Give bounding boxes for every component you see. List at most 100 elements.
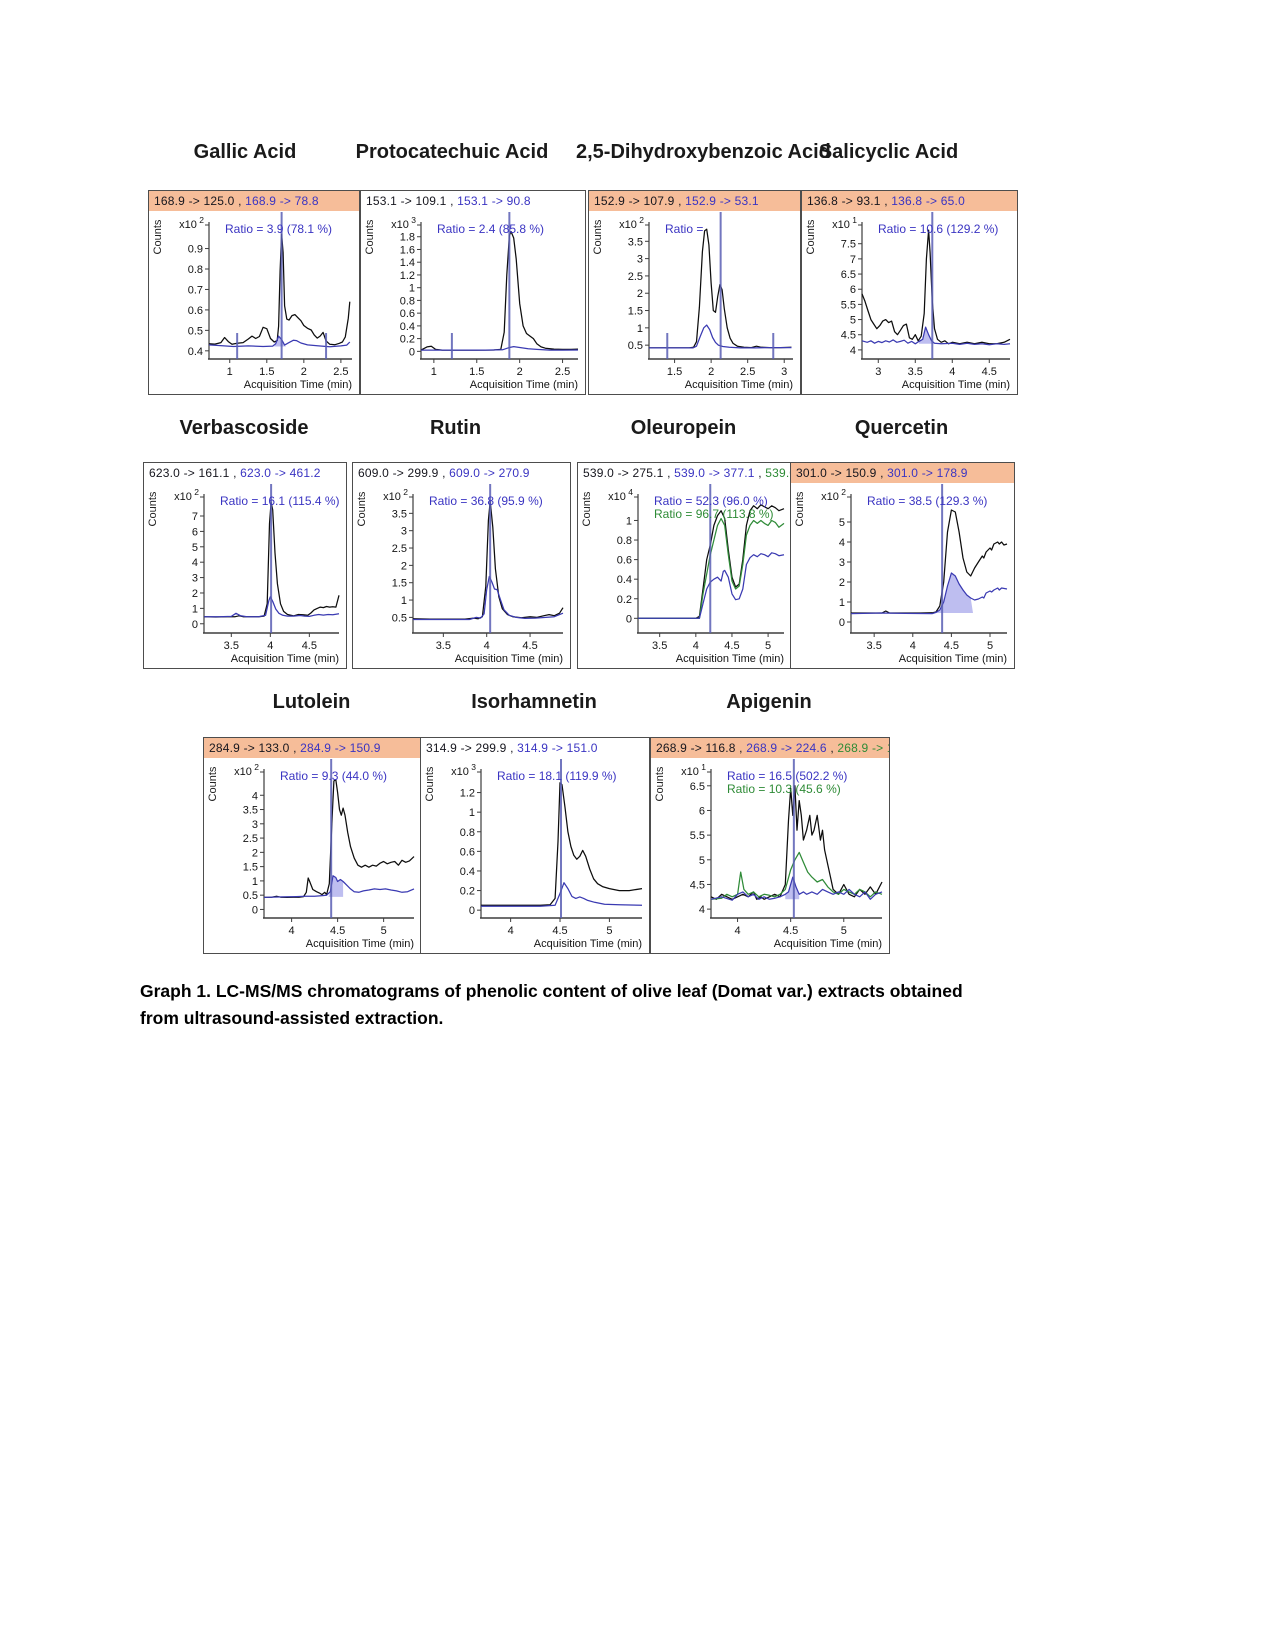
svg-text:7.5: 7.5 — [841, 239, 856, 251]
svg-text:4: 4 — [693, 640, 699, 652]
compound-title-protocatechuic-acid: Protocatechuic Acid — [355, 141, 549, 163]
svg-text:6: 6 — [699, 805, 705, 817]
svg-text:4.5: 4.5 — [724, 640, 739, 652]
svg-text:1.2: 1.2 — [400, 270, 415, 282]
chromatogram-panel-verbascoside: 623.0 -> 161.1 , 623.0 -> 461.2 Counts x10… — [143, 462, 347, 669]
transition-segment: , — [754, 466, 766, 480]
svg-text:5.5: 5.5 — [841, 299, 856, 311]
svg-text:Ratio = 16.5 (502.2 %): Ratio = 16.5 (502.2 %) — [727, 769, 847, 783]
y-axis-title: Counts — [805, 219, 817, 255]
transition-segment: 153.1 -> 90.8 — [457, 194, 531, 208]
svg-text:x10 2: x10 2 — [234, 762, 259, 778]
svg-text:1.8: 1.8 — [400, 232, 415, 244]
svg-text:1.5: 1.5 — [628, 306, 643, 318]
compound-title-lutolein: Lutolein — [272, 691, 351, 713]
svg-text:4.5: 4.5 — [552, 925, 567, 937]
y-axis-title: Counts — [147, 491, 159, 527]
svg-text:Ratio = 18.1 (119.9 %): Ratio = 18.1 (119.9 %) — [497, 769, 617, 783]
figure-caption-line1: Graph 1. LC-MS/MS chromatograms of pheno… — [140, 981, 963, 1001]
svg-text:0.5: 0.5 — [243, 890, 258, 902]
svg-text:0.6: 0.6 — [460, 846, 475, 858]
svg-text:7: 7 — [850, 254, 856, 266]
transition-header: 168.9 -> 125.0 , 168.9 -> 78.8 — [149, 191, 359, 211]
svg-text:4.5: 4.5 — [783, 925, 798, 937]
svg-text:5: 5 — [192, 542, 198, 554]
transition-segment: , — [438, 466, 450, 480]
transition-segment: 268.9 -> 116.8 — [656, 741, 736, 755]
svg-text:0: 0 — [409, 346, 415, 358]
svg-text:3: 3 — [252, 819, 258, 831]
svg-text:Ratio = 52.3 (96.0 %): Ratio = 52.3 (96.0 %) — [654, 494, 768, 508]
svg-text:1.5: 1.5 — [667, 366, 682, 378]
transition-segment: , — [674, 194, 686, 208]
transition-segment: , — [446, 194, 458, 208]
transition-segment: 609.0 -> 299.9 — [358, 466, 439, 480]
svg-text:2.5: 2.5 — [555, 366, 570, 378]
svg-text:2.5: 2.5 — [392, 543, 407, 555]
svg-text:1: 1 — [252, 876, 258, 888]
svg-text:Ratio = 38.5 (129.3 %): Ratio = 38.5 (129.3 %) — [867, 494, 987, 508]
transition-header: 136.8 -> 93.1 , 136.8 -> 65.0 — [802, 191, 1017, 211]
svg-text:4: 4 — [252, 790, 258, 802]
transition-segment: 301.0 -> 178.9 — [887, 466, 968, 480]
svg-text:3: 3 — [192, 573, 198, 585]
svg-text:4: 4 — [949, 366, 955, 378]
chromatogram-panel-rutin: 609.0 -> 299.9 , 609.0 -> 270.9 Counts x10… — [352, 462, 571, 669]
svg-text:2: 2 — [401, 560, 407, 572]
transition-segment: 623.0 -> 161.1 — [149, 466, 230, 480]
chromatogram-panel-gallic-acid: 168.9 -> 125.0 , 168.9 -> 78.8 Counts x10 … — [148, 190, 360, 395]
transition-segment: 168.9 -> 125.0 — [154, 194, 235, 208]
svg-text:0.4: 0.4 — [400, 321, 415, 333]
svg-text:0.8: 0.8 — [188, 264, 203, 276]
svg-text:Ratio = 16.1 (115.4 %): Ratio = 16.1 (115.4 %) — [220, 494, 340, 508]
svg-text:Acquisition Time (min): Acquisition Time (min) — [685, 379, 793, 391]
transition-header: 623.0 -> 161.1 , 623.0 -> 461.2 — [144, 463, 346, 483]
svg-text:2.5: 2.5 — [333, 366, 348, 378]
chromatogram-panel-apigenin: 268.9 -> 116.8 , 268.9 -> 224.6 , 268.9 … — [650, 737, 890, 954]
svg-text:Acquisition Time (min): Acquisition Time (min) — [470, 379, 578, 391]
svg-text:1.4: 1.4 — [400, 257, 415, 269]
svg-text:1: 1 — [401, 595, 407, 607]
svg-text:1.5: 1.5 — [469, 366, 484, 378]
transition-segment: , — [506, 741, 518, 755]
compound-title-rutin: Rutin — [429, 417, 482, 439]
svg-text:0: 0 — [626, 613, 632, 625]
svg-text:2: 2 — [839, 577, 845, 589]
transition-header: 301.0 -> 150.9 , 301.0 -> 178.9 — [791, 463, 1014, 483]
svg-text:Ratio = 96.7 (113.8 %): Ratio = 96.7 (113.8 %) — [654, 507, 774, 521]
svg-text:2.5: 2.5 — [628, 271, 643, 283]
svg-text:x10 1: x10 1 — [681, 762, 706, 778]
chromatogram-plot: x10 23.532.521.510.51.5 2 2.5 3Acquisition … — [619, 212, 793, 391]
transition-segment: , — [229, 466, 241, 480]
svg-text:1: 1 — [227, 366, 233, 378]
svg-text:3.5: 3.5 — [628, 236, 643, 248]
y-axis-title: Counts — [152, 219, 164, 255]
y-axis-title: Counts — [654, 766, 666, 802]
svg-text:5: 5 — [841, 925, 847, 937]
svg-text:0.4: 0.4 — [188, 346, 203, 358]
chromatogram-panel-isorhamnetin: 314.9 -> 299.9 , 314.9 -> 151.0 Counts x10… — [420, 737, 650, 954]
svg-text:0.5: 0.5 — [392, 612, 407, 624]
svg-text:4: 4 — [910, 640, 916, 652]
svg-text:x10 2: x10 2 — [174, 487, 199, 503]
transition-segment: 136.8 -> 93.1 — [807, 194, 881, 208]
svg-text:0.9: 0.9 — [188, 244, 203, 256]
svg-text:0.6: 0.6 — [188, 305, 203, 317]
svg-text:5.5: 5.5 — [690, 830, 705, 842]
svg-text:1.5: 1.5 — [259, 366, 274, 378]
svg-text:1.6: 1.6 — [400, 244, 415, 256]
transition-segment: 152.9 -> 53.1 — [685, 194, 759, 208]
svg-text:1: 1 — [637, 323, 643, 335]
compound-title-verbascoside: Verbascoside — [179, 417, 309, 439]
svg-text:2.5: 2.5 — [740, 366, 755, 378]
svg-text:Ratio =: Ratio = — [665, 222, 703, 236]
svg-text:1.5: 1.5 — [392, 578, 407, 590]
compound-title-2-5-dihydroxybenzoic-acid: 2,5-Dihydroxybenzoic Acid — [576, 141, 831, 163]
svg-text:x10 2: x10 2 — [383, 487, 408, 503]
svg-text:1: 1 — [409, 283, 415, 295]
chromatogram-panel-protocatechuic-acid: 153.1 -> 109.1 , 153.1 -> 90.8 Counts x10 … — [360, 190, 586, 395]
svg-text:5: 5 — [606, 925, 612, 937]
